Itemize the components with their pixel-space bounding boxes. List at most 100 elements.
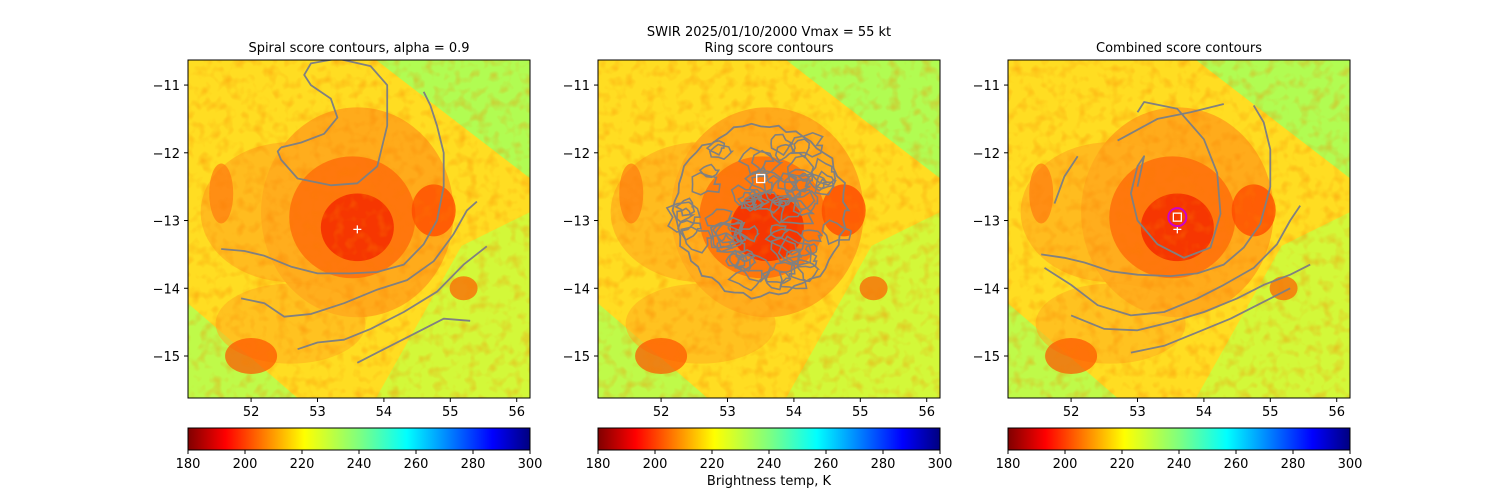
colorbar-tick-label: 220 bbox=[290, 457, 315, 472]
colorbar: 180 200 220 240 260 280 300 bbox=[586, 427, 952, 472]
ring-contour bbox=[714, 221, 746, 249]
ring-contour bbox=[797, 252, 818, 269]
ring-contour bbox=[734, 232, 751, 243]
ring-contour bbox=[728, 249, 751, 272]
contour-group bbox=[221, 60, 488, 364]
colorbar-gradient bbox=[187, 427, 531, 451]
ring-contour bbox=[680, 226, 713, 254]
ring-contour bbox=[815, 170, 837, 190]
ring-contour bbox=[789, 131, 824, 158]
contour-line bbox=[221, 91, 445, 275]
ring-contour bbox=[710, 232, 738, 249]
y-tick-label: −14 bbox=[973, 282, 1000, 297]
x-tick-label: 53 bbox=[309, 405, 326, 420]
brightness-image bbox=[1008, 60, 1350, 398]
brightness-image bbox=[188, 60, 530, 398]
ring-contour bbox=[804, 243, 818, 255]
colorbar-tick-label: 180 bbox=[586, 457, 611, 472]
colorbar-tick-label: 300 bbox=[518, 457, 543, 472]
x-tick-label: 52 bbox=[653, 405, 670, 420]
ring-contour bbox=[733, 252, 772, 283]
contour-line bbox=[1044, 205, 1301, 317]
colorbar-tick-label: 240 bbox=[757, 457, 782, 472]
x-tick-label: 53 bbox=[1129, 405, 1146, 420]
colorbar-tick-label: 260 bbox=[814, 457, 839, 472]
ring-contour bbox=[725, 252, 746, 268]
colorbar-tick-label: 200 bbox=[643, 457, 668, 472]
colorbar-tick-label: 180 bbox=[996, 457, 1021, 472]
panel-2: Ring score contours 52 53 54 55 56 −11 −12 −13 −1… bbox=[563, 41, 953, 472]
colorbar-tick-label: 180 bbox=[176, 457, 201, 472]
panel-title: Spiral score contours, alpha = 0.9 bbox=[248, 41, 469, 56]
figure-suptitle: SWIR 2025/01/10/2000 Vmax = 55 kt bbox=[647, 25, 891, 40]
y-tick-label: −12 bbox=[563, 147, 590, 162]
ring-contour bbox=[814, 178, 835, 196]
x-tick-label: 52 bbox=[1063, 405, 1080, 420]
ring-contour bbox=[810, 157, 837, 186]
ring-contour bbox=[780, 198, 816, 225]
x-tick-label: 55 bbox=[852, 405, 869, 420]
contour-line bbox=[356, 317, 471, 364]
ring-contour bbox=[757, 191, 784, 214]
ring-contour bbox=[705, 140, 726, 156]
center-circle-marker bbox=[1167, 207, 1188, 228]
contour-line bbox=[1130, 287, 1291, 354]
contour-line bbox=[1041, 104, 1272, 277]
panel-3: Combined score contours 52 53 54 55 56 −11 −12 −… bbox=[973, 41, 1363, 472]
colorbar-tick-label: 220 bbox=[700, 457, 725, 472]
ring-contour bbox=[761, 261, 796, 284]
axes-frame bbox=[187, 59, 531, 399]
ring-contour bbox=[727, 221, 743, 234]
colorbar-tick-label: 280 bbox=[871, 457, 896, 472]
ring-contour bbox=[716, 232, 746, 254]
panel-title: Combined score contours bbox=[1096, 41, 1262, 56]
colorbar-tick-label: 260 bbox=[404, 457, 429, 472]
x-tick-label: 52 bbox=[243, 405, 260, 420]
colorbar-gradient bbox=[1007, 427, 1351, 451]
ring-contour bbox=[727, 269, 763, 292]
panel-title: Ring score contours bbox=[704, 41, 833, 56]
colorbar-tick-label: 260 bbox=[1224, 457, 1249, 472]
y-tick-label: −13 bbox=[563, 215, 590, 230]
colorbar-tick-label: 220 bbox=[1110, 457, 1135, 472]
x-tick-label: 56 bbox=[918, 405, 935, 420]
colorbar-gradient bbox=[597, 427, 941, 451]
contour-line bbox=[1053, 155, 1079, 204]
y-tick-label: −15 bbox=[973, 350, 1000, 365]
center-square-marker bbox=[1172, 212, 1182, 222]
ring-contour bbox=[691, 171, 721, 196]
y-tick-label: −11 bbox=[153, 79, 180, 94]
ring-contour bbox=[763, 174, 799, 204]
ring-contour bbox=[800, 229, 824, 243]
brightness-image bbox=[598, 60, 940, 398]
colorbar-tick-label: 280 bbox=[461, 457, 486, 472]
ring-contour-boundary bbox=[671, 122, 851, 300]
y-tick-label: −15 bbox=[563, 350, 590, 365]
ring-contour bbox=[748, 188, 764, 202]
ring-contour bbox=[786, 154, 815, 177]
axes-frame bbox=[597, 59, 941, 399]
y-tick-label: −15 bbox=[153, 350, 180, 365]
ring-contour bbox=[750, 149, 784, 177]
ring-contour bbox=[735, 249, 756, 263]
ring-contour bbox=[770, 237, 803, 264]
image-texture bbox=[598, 60, 940, 398]
ring-contour bbox=[730, 184, 758, 207]
colorbar: 180 200 220 240 260 280 300 bbox=[996, 427, 1362, 472]
panel-1: Spiral score contours, alpha = 0.9 52 53 54… bbox=[153, 41, 543, 472]
center-square-marker bbox=[756, 173, 766, 184]
colorbar-label: Brightness temp, K bbox=[707, 474, 832, 489]
contour-line bbox=[297, 245, 488, 351]
contour-line bbox=[240, 200, 478, 318]
x-tick-label: 54 bbox=[786, 405, 803, 420]
ring-contour bbox=[708, 143, 734, 161]
ring-contour bbox=[769, 195, 804, 224]
y-tick-label: −13 bbox=[153, 215, 180, 230]
ring-contour bbox=[778, 265, 808, 290]
y-tick-label: −11 bbox=[563, 79, 590, 94]
y-tick-label: −11 bbox=[973, 79, 1000, 94]
contour-line bbox=[1117, 103, 1225, 142]
y-tick-label: −14 bbox=[563, 282, 590, 297]
ring-contour bbox=[764, 228, 807, 256]
